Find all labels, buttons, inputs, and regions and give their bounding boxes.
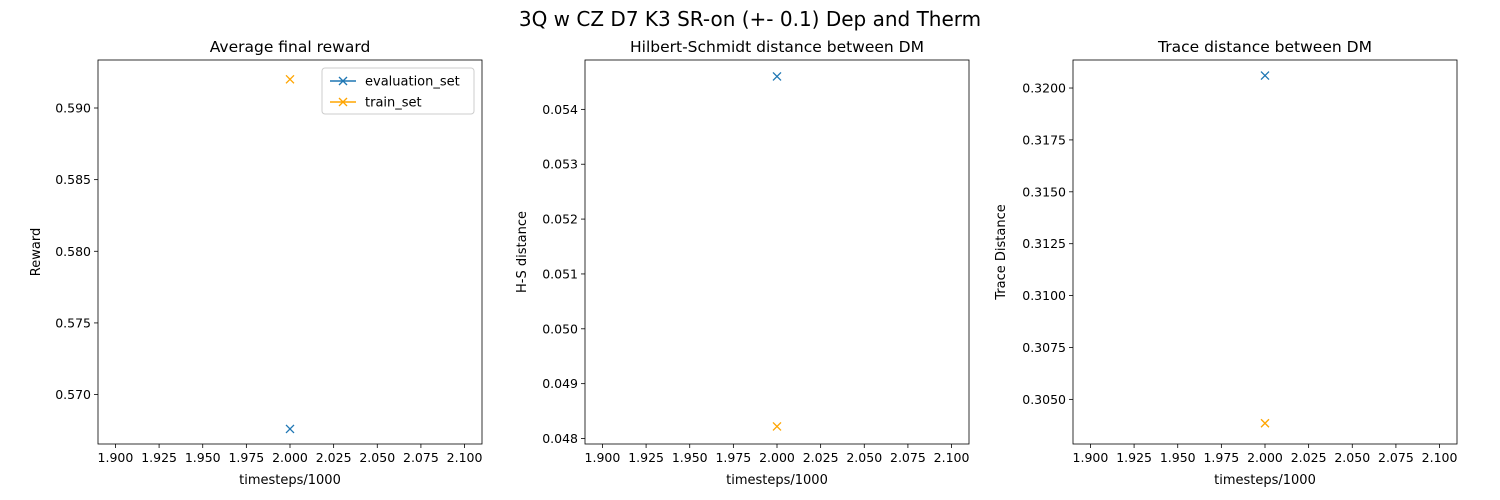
- chart-title: Hilbert-Schmidt distance between DM: [630, 38, 924, 56]
- legend-label: train_set: [365, 96, 422, 111]
- y-tick-label: 0.050: [542, 321, 578, 336]
- y-axis-label: Reward: [29, 228, 44, 276]
- data-point-evaluation-set: [285, 424, 295, 434]
- x-tick-label: 2.100: [447, 450, 483, 465]
- x-tick-label: 2.100: [934, 450, 970, 465]
- x-tick-label: 2.050: [846, 450, 882, 465]
- chart-panels: Average final reward 1.900 1.925 1.950 1.975…: [29, 38, 1457, 488]
- y-tick-label: 0.3100: [1022, 288, 1066, 303]
- x-tick-label: 2.000: [272, 450, 308, 465]
- y-tick-label: 0.3175: [1022, 132, 1066, 147]
- x-tick-label: 1.925: [628, 450, 664, 465]
- x-tick-label: 1.925: [1116, 450, 1152, 465]
- x-tick-label: 1.975: [1203, 450, 1239, 465]
- data-point-train-set: [772, 421, 782, 431]
- x-tick-label: 2.050: [1334, 450, 1370, 465]
- x-tick-label: 2.025: [1291, 450, 1327, 465]
- x-tick-label: 2.100: [1422, 450, 1458, 465]
- x-tick-label: 1.950: [672, 450, 708, 465]
- y-tick-label: 0.3125: [1022, 236, 1066, 251]
- plot-frame: [1072, 59, 1458, 445]
- x-tick-label: 2.075: [403, 450, 439, 465]
- y-tick-label: 0.585: [55, 172, 91, 187]
- x-axis-label: timesteps/1000: [726, 473, 828, 488]
- y-tick-label: 0.570: [55, 387, 91, 402]
- x-tick-label: 2.025: [803, 450, 839, 465]
- legend-marker-x: [338, 76, 348, 86]
- legend-item-train-set: train_set: [330, 96, 422, 111]
- y-tick-label: 0.580: [55, 244, 91, 259]
- x-tick-label: 1.950: [185, 450, 221, 465]
- y-tick-label: 0.051: [542, 266, 578, 281]
- figure-suptitle: 3Q w CZ D7 K3 SR-on (+- 0.1) Dep and The…: [519, 7, 981, 31]
- plot-frame: [97, 59, 483, 445]
- legend-label: evaluation_set: [365, 75, 460, 90]
- x-tick-label: 2.000: [1247, 450, 1283, 465]
- legend-marker-x: [338, 97, 348, 107]
- y-axis-label: H-S distance: [515, 211, 530, 293]
- x-axis-label: timesteps/1000: [239, 473, 341, 488]
- x-tick-label: 1.950: [1160, 450, 1196, 465]
- x-tick-label: 1.925: [141, 450, 177, 465]
- x-tick-label: 2.025: [316, 450, 352, 465]
- x-tick-label: 2.000: [759, 450, 795, 465]
- y-tick-label: 0.049: [542, 376, 578, 391]
- x-tick-label: 2.050: [359, 450, 395, 465]
- y-tick-label: 0.3200: [1022, 81, 1066, 96]
- chart-panel-1: Average final reward 1.900 1.925 1.950 1.975…: [29, 38, 482, 488]
- x-tick-label: 1.900: [1073, 450, 1109, 465]
- chart-panel-3: Trace distance between DM 1.900 1.925 1.950…: [994, 38, 1457, 488]
- data-point-evaluation-set: [1260, 71, 1270, 81]
- x-tick-label: 2.075: [890, 450, 926, 465]
- y-tick-label: 0.3050: [1022, 392, 1066, 407]
- legend: evaluation_set train_set: [321, 67, 475, 115]
- y-tick-label: 0.3075: [1022, 340, 1066, 355]
- y-tick-label: 0.048: [542, 431, 578, 446]
- chart-panel-2: Hilbert-Schmidt distance between DM 1.900…: [515, 38, 969, 488]
- x-axis-label: timesteps/1000: [1214, 473, 1316, 488]
- chart-title: Average final reward: [210, 38, 371, 56]
- data-point-train-set: [1260, 418, 1270, 428]
- x-tick-label: 1.900: [585, 450, 621, 465]
- legend-box: [321, 67, 475, 115]
- x-tick-label: 1.975: [715, 450, 751, 465]
- chart-title: Trace distance between DM: [1157, 38, 1372, 56]
- data-point-train-set: [285, 74, 295, 84]
- legend-item-evaluation-set: evaluation_set: [330, 75, 460, 90]
- y-tick-label: 0.054: [542, 102, 578, 117]
- y-tick-label: 0.575: [55, 315, 91, 330]
- x-tick-label: 1.900: [98, 450, 134, 465]
- data-point-evaluation-set: [772, 71, 782, 81]
- x-tick-label: 2.075: [1378, 450, 1414, 465]
- y-axis-label: Trace Distance: [994, 204, 1009, 300]
- y-tick-label: 0.590: [55, 101, 91, 116]
- y-tick-label: 0.052: [542, 212, 578, 227]
- y-tick-label: 0.053: [542, 157, 578, 172]
- y-tick-label: 0.3150: [1022, 184, 1066, 199]
- x-tick-label: 1.975: [228, 450, 264, 465]
- plot-frame: [584, 59, 970, 445]
